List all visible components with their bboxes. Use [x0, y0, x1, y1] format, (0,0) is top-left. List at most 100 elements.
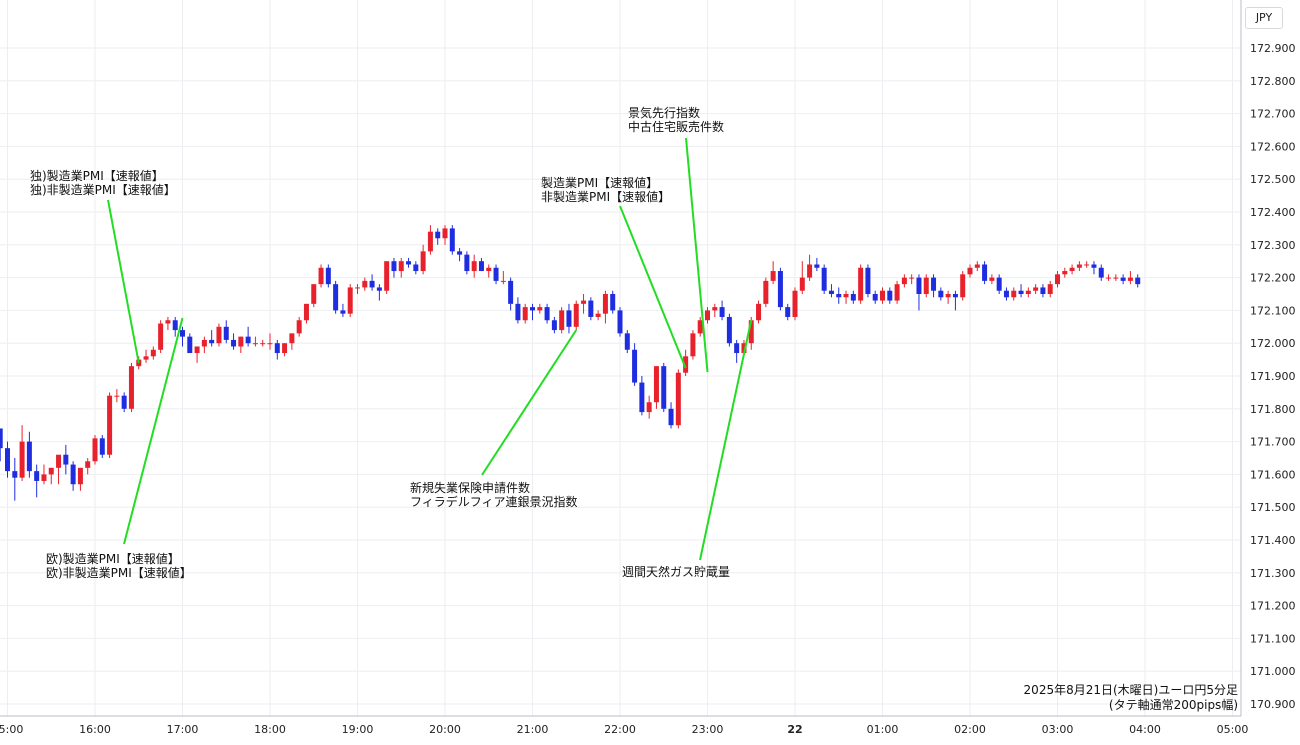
candle-body [887, 290, 893, 301]
candle [56, 454, 62, 485]
candle-body [486, 267, 492, 272]
candle-body [792, 290, 798, 317]
candle-body [427, 231, 433, 252]
candles [0, 225, 1141, 501]
candle-body [180, 330, 186, 337]
candle [901, 274, 907, 288]
candle [347, 284, 353, 317]
candle-body [843, 294, 849, 298]
candle [493, 264, 499, 285]
annotation-line [699, 319, 753, 561]
candle-body [559, 310, 565, 331]
candle-body [595, 313, 601, 317]
candle [376, 284, 382, 301]
y-tick-label: 171.000 [1250, 665, 1296, 678]
x-tick-label: 20:00 [429, 723, 461, 736]
candle [573, 300, 579, 331]
candle [77, 467, 83, 491]
candle [413, 261, 419, 275]
candle [289, 333, 295, 350]
candle [303, 303, 309, 324]
y-tick-label: 172.900 [1250, 42, 1296, 55]
candle [107, 392, 113, 458]
candle-body [449, 228, 455, 252]
candle-body [982, 264, 988, 281]
annotation-text: 景気先行指数 [628, 105, 700, 120]
y-tick-label: 172.800 [1250, 75, 1296, 88]
candle [165, 316, 171, 331]
candle [34, 464, 40, 498]
x-tick-label: 04:00 [1129, 723, 1161, 736]
x-tick-label: 18:00 [254, 723, 286, 736]
candle [85, 458, 91, 475]
candle-body [952, 294, 958, 298]
candle-body [515, 303, 521, 321]
candle [799, 261, 805, 294]
candle-body [653, 366, 659, 403]
candle-body [734, 343, 740, 354]
candle [807, 254, 813, 281]
candle-body [508, 280, 514, 304]
candle-body [457, 251, 463, 255]
y-tick-label: 172.500 [1250, 173, 1296, 186]
candle [99, 435, 105, 458]
candle-body [697, 320, 703, 334]
candle-body [683, 356, 689, 373]
candle-body [128, 366, 134, 409]
candle-body [872, 294, 878, 301]
candle [478, 257, 484, 272]
candle [500, 271, 506, 285]
x-tick-label: 16:00 [79, 723, 111, 736]
annotation-line [685, 137, 709, 373]
candle [92, 435, 98, 465]
candle-body [894, 284, 900, 301]
candle [1069, 264, 1075, 275]
candle-body [41, 474, 47, 481]
candle [938, 287, 944, 301]
candle-body [960, 274, 966, 298]
candle [1098, 264, 1104, 281]
annotation-text: 週間天然ガス貯蔵量 [622, 564, 730, 579]
annotation-text: 新規失業保険申請件数 [410, 480, 530, 495]
candle [763, 277, 769, 308]
candle-body [588, 300, 594, 317]
candle [887, 287, 893, 304]
candle [639, 376, 645, 416]
candle [726, 313, 732, 347]
candle-body [333, 284, 339, 311]
y-tick-label: 170.900 [1250, 698, 1296, 711]
y-tick-label: 171.700 [1250, 436, 1296, 449]
candle [996, 274, 1002, 294]
candle-body [617, 310, 623, 334]
annotation-line [619, 205, 687, 369]
candle [646, 395, 652, 419]
candle-body [573, 303, 579, 327]
candle-body [1003, 290, 1009, 298]
candle-body [1011, 290, 1017, 298]
candle [821, 264, 827, 294]
candle-body [296, 320, 302, 334]
candle [398, 257, 404, 278]
candle-body [1084, 264, 1090, 266]
annotation-lines [107, 137, 753, 561]
candle-body [675, 372, 681, 426]
candle [296, 316, 302, 337]
candle [1084, 261, 1090, 268]
candle [880, 287, 886, 304]
candle-body [828, 290, 834, 294]
candle-body [493, 267, 499, 281]
candle-body [70, 464, 76, 485]
candle-body [413, 264, 419, 272]
candle [442, 225, 448, 245]
candle [559, 307, 565, 334]
candle [19, 425, 25, 481]
candle [836, 287, 842, 304]
candle [945, 290, 951, 304]
candle [843, 290, 849, 304]
candle-body [602, 294, 608, 314]
y-axis: 172.900 172.800 172.700 172.600 172.500 172.4… [1250, 42, 1296, 711]
x-tick-label: 19:00 [342, 723, 374, 736]
x-tick-label: 22:00 [604, 723, 636, 736]
candle-body [165, 320, 171, 324]
annotation-line [481, 329, 578, 476]
